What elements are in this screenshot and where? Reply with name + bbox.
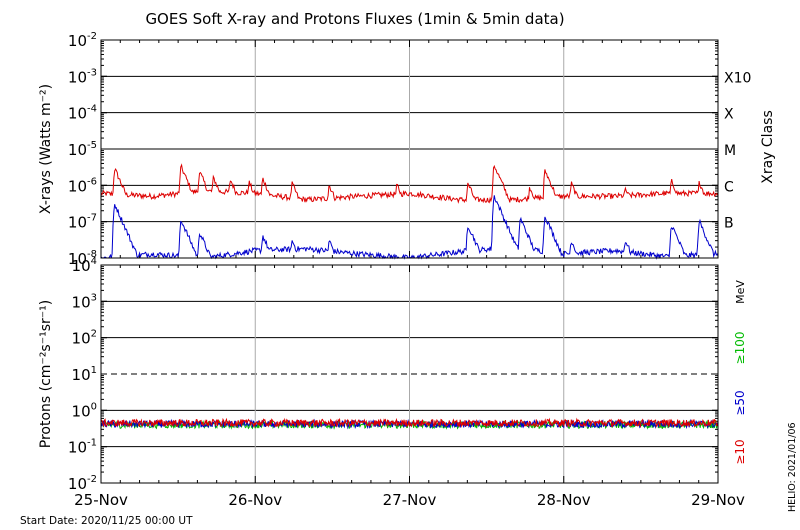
proton-ytick-label: 10-2	[68, 474, 97, 493]
xray-class-label: B	[724, 216, 734, 232]
x-tick-label: 28-Nov	[537, 491, 591, 509]
proton-ylabel: Protons (cm⁻²s⁻¹sr⁻¹)	[38, 300, 54, 449]
start-date-label: Start Date: 2020/11/25 00:00 UT	[20, 515, 193, 527]
proton-unit-label: MeV	[734, 280, 747, 304]
xray-long-series	[100, 163, 719, 204]
xray-ytick-label: 10-6	[68, 176, 97, 195]
x-tick-label: 27-Nov	[383, 491, 437, 509]
xray-ytick-label: 10-8	[68, 249, 97, 268]
proton-series-0	[100, 417, 719, 429]
x-tick-label: 29-Nov	[691, 491, 745, 509]
proton-panel: 10-2 10-1 100 101 102 103 104 Protons (cm⁻²s⁻¹s…	[38, 256, 747, 493]
xray-ytick-label: 10-7	[68, 213, 97, 232]
proton-legend-2: ≥100	[733, 332, 747, 365]
xray-class-label: M	[724, 143, 736, 159]
x-axis: 25-Nov 26-Nov 27-Nov 28-Nov 29-Nov	[74, 491, 745, 509]
xray-ytick-label: 10-5	[68, 140, 97, 159]
proton-ytick-label: 100	[72, 401, 97, 420]
x-tick-label: 25-Nov	[74, 491, 128, 509]
x-tick-label: 26-Nov	[228, 491, 282, 509]
xray-class-axis-title: Xray Class	[760, 110, 776, 184]
xray-ytick-label: 10-3	[68, 67, 97, 86]
xray-ylabel: X-rays (Watts m⁻²)	[38, 84, 54, 214]
proton-ytick-label: 101	[72, 365, 97, 384]
xray-short-series	[100, 195, 719, 260]
xray-ytick-label: 10-4	[68, 104, 97, 123]
proton-ytick-label: 10-1	[68, 438, 97, 457]
xray-class-label: X10	[724, 70, 751, 86]
proton-ytick-label: 104	[72, 256, 97, 275]
proton-ytick-label: 102	[72, 329, 97, 348]
xray-ytick-label: 10-2	[68, 31, 97, 50]
chart-title: GOES Soft X-ray and Protons Fluxes (1min…	[145, 10, 564, 28]
proton-ytick-label: 103	[72, 292, 97, 311]
proton-legend-1: ≥50	[733, 390, 747, 415]
proton-legend-0: ≥10	[733, 439, 747, 464]
credit-label: HELIO: 2021/01/06	[787, 422, 798, 512]
xray-class-label: C	[724, 179, 734, 195]
xray-panel: 10-8 10-7 10-6 10-5 10-4 10-3 10-2 X-rays (Watt…	[38, 31, 776, 268]
xray-frame	[100, 39, 719, 259]
proton-frame	[100, 264, 719, 484]
xray-class-label: X	[724, 107, 734, 123]
